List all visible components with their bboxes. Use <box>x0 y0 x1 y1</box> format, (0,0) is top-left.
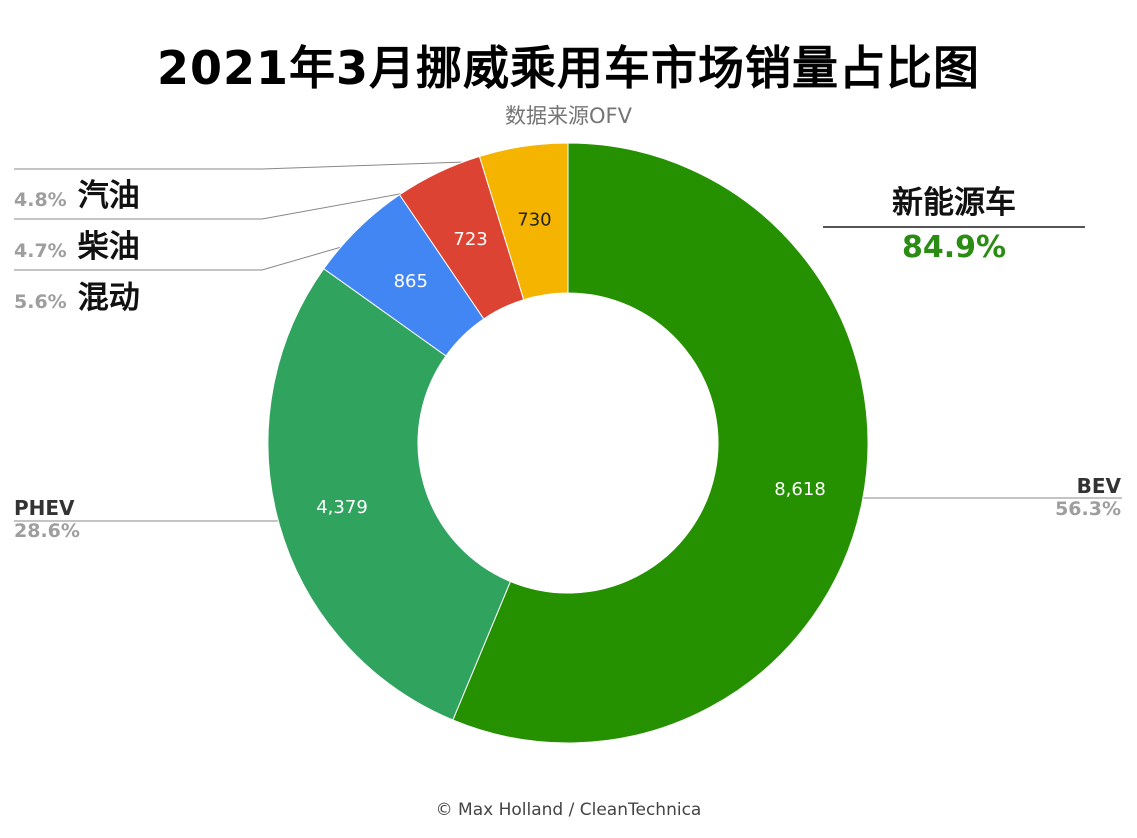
donut-slice <box>452 142 869 744</box>
legend-percent: 4.7% <box>14 240 67 262</box>
value-label: 4,379 <box>316 497 368 518</box>
legend-percent: 56.3% <box>1055 498 1121 520</box>
donut-slice <box>267 268 512 721</box>
leader-line <box>14 238 370 271</box>
leader-line <box>14 185 445 220</box>
label-bev: BEV 56.3% <box>1055 474 1121 520</box>
legend-name: 混动 <box>77 280 140 316</box>
value-label: 723 <box>453 229 487 250</box>
value-label: 730 <box>517 210 551 231</box>
legend-name: 柴油 <box>77 229 140 265</box>
legend-name: PHEV <box>14 496 75 520</box>
label-petrol: 4.8% 汽油 <box>14 170 140 215</box>
leader-line <box>14 159 526 170</box>
value-label: 8,618 <box>774 479 826 500</box>
label-phev: PHEV 28.6% <box>14 496 80 542</box>
chart-title: 2021年3月挪威乘用车市场销量占比图 <box>156 41 981 95</box>
chart-subtitle: 数据来源OFV <box>505 104 632 128</box>
nev-divider <box>823 226 1085 228</box>
legend-name: 汽油 <box>77 178 140 214</box>
donut-slices <box>267 142 869 744</box>
legend-percent: 5.6% <box>14 291 67 313</box>
value-labels: 8,618 4,379 865 723 730 <box>316 210 826 518</box>
donut-slice <box>478 142 569 301</box>
nev-summary: 新能源车 84.9% <box>823 177 1085 265</box>
footer-credit: © Max Holland / CleanTechnica <box>435 800 702 820</box>
legend-name: BEV <box>1076 474 1121 498</box>
legend-percent: 28.6% <box>14 520 80 542</box>
label-diesel: 4.7% 柴油 <box>14 221 140 266</box>
label-hybrid: 5.6% 混动 <box>14 272 140 317</box>
value-label: 865 <box>394 271 428 292</box>
legend-percent: 4.8% <box>14 189 67 211</box>
nev-label: 新能源车 <box>892 185 1016 221</box>
nev-percent: 84.9% <box>901 230 1007 265</box>
